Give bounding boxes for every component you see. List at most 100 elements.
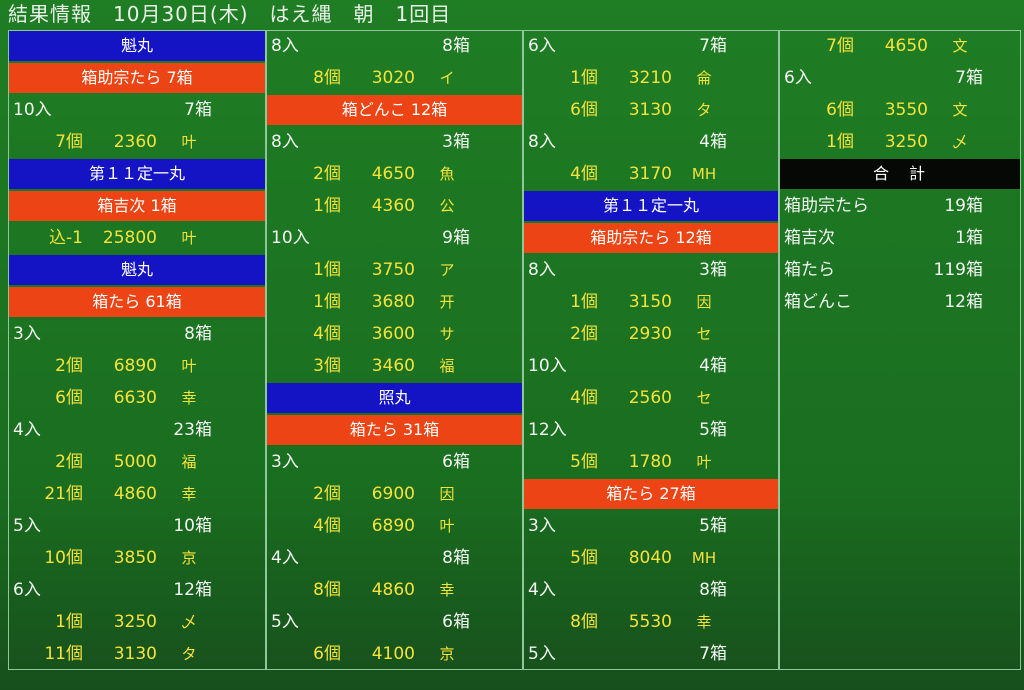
piece-count: 7個 — [826, 36, 854, 56]
size-label: 8入 — [271, 132, 299, 152]
box-count: 4箱 — [699, 132, 727, 152]
price: 6630 — [113, 388, 157, 408]
box-count: 23箱 — [173, 420, 212, 440]
total-boxes: 19箱 — [944, 196, 983, 216]
buyer-mark: 侖 — [696, 69, 712, 87]
price: 4860 — [113, 484, 157, 504]
size-label: 6入 — [784, 68, 812, 88]
price: 1780 — [628, 452, 672, 472]
price: 3020 — [371, 68, 415, 88]
lot-header: 箱どんこ 12箱 — [267, 95, 522, 125]
piece-count: 10個 — [44, 548, 83, 568]
box-count: 5箱 — [699, 516, 727, 536]
board-column: 8入 8箱 8個 3020 イ箱どんこ 12箱 8入 3箱 2個 4650 魚 1個 4360 公 10入… — [266, 30, 523, 670]
price: 2930 — [628, 324, 672, 344]
size-label: 4入 — [528, 580, 556, 600]
price: 3130 — [113, 644, 157, 664]
size-label: 8入 — [528, 260, 556, 280]
buyer-mark: 京 — [181, 549, 197, 567]
buyer-mark: 幸 — [439, 581, 455, 599]
totals-header: 合 計 — [780, 159, 1020, 189]
price: 2560 — [628, 388, 672, 408]
buyer-mark: 叶 — [696, 453, 712, 471]
piece-count: 6個 — [55, 388, 83, 408]
price: 5000 — [113, 452, 157, 472]
board-column: 6入 7箱 1個 3210 侖 6個 3130 タ 8入 4箱 4個 3170 MH 第１１定一丸 箱助宗た… — [523, 30, 779, 670]
price: 25800 — [102, 228, 157, 248]
buyer-mark: 乄 — [952, 133, 968, 151]
piece-count: 6個 — [826, 100, 854, 120]
buyer-mark: 魚 — [439, 165, 455, 183]
vessel-name: 照丸 — [267, 383, 522, 413]
box-count: 8箱 — [442, 548, 470, 568]
piece-count: 4個 — [570, 388, 598, 408]
price: 6900 — [371, 484, 415, 504]
price: 3550 — [884, 100, 928, 120]
lot-header: 箱たら 27箱 — [524, 479, 778, 509]
piece-count: 2個 — [313, 164, 341, 184]
buyer-mark: 京 — [439, 645, 455, 663]
board-title: 結果情報 10月30日(木) はえ縄 朝 1回目 — [8, 2, 452, 26]
price: 3750 — [371, 260, 415, 280]
buyer-mark: ア — [439, 261, 455, 279]
vessel-name: 魁丸 — [9, 31, 265, 61]
box-count: 8箱 — [699, 580, 727, 600]
buyer-mark: 文 — [952, 101, 968, 119]
size-label: 5入 — [13, 516, 41, 536]
piece-count: 2個 — [313, 484, 341, 504]
buyer-mark: 叶 — [181, 357, 197, 375]
buyer-mark: 叶 — [181, 133, 197, 151]
price: 5530 — [628, 612, 672, 632]
box-count: 9箱 — [442, 228, 470, 248]
size-label: 10入 — [13, 100, 52, 120]
box-count: 12箱 — [173, 580, 212, 600]
box-count: 3箱 — [699, 260, 727, 280]
price: 8040 — [628, 548, 672, 568]
piece-count: 4個 — [570, 164, 598, 184]
buyer-mark: セ — [696, 389, 712, 407]
size-label: 6入 — [13, 580, 41, 600]
size-label: 3入 — [13, 324, 41, 344]
price: 3210 — [628, 68, 672, 88]
size-label: 12入 — [528, 420, 567, 440]
box-count: 6箱 — [442, 612, 470, 632]
price: 3250 — [884, 132, 928, 152]
piece-count: 4個 — [313, 324, 341, 344]
piece-count: 1個 — [570, 68, 598, 88]
box-count: 6箱 — [442, 452, 470, 472]
buyer-mark: 叶 — [439, 517, 455, 535]
box-count: 10箱 — [173, 516, 212, 536]
size-label: 8入 — [271, 36, 299, 56]
price: 6890 — [371, 516, 415, 536]
buyer-mark: 因 — [439, 485, 455, 503]
piece-count: 8個 — [313, 68, 341, 88]
buyer-mark: 幸 — [181, 485, 197, 503]
size-label: 3入 — [271, 452, 299, 472]
piece-count: 1個 — [55, 612, 83, 632]
buyer-mark: 因 — [696, 293, 712, 311]
lot-header: 箱助宗たら 12箱 — [524, 223, 778, 253]
price: 4650 — [884, 36, 928, 56]
piece-count: 7個 — [55, 132, 83, 152]
box-count: 7箱 — [184, 100, 212, 120]
price: 4360 — [371, 196, 415, 216]
size-label: 5入 — [528, 644, 556, 664]
size-label: 3入 — [528, 516, 556, 536]
piece-count: 3個 — [313, 356, 341, 376]
buyer-mark: 幸 — [181, 389, 197, 407]
lot-header: 箱たら 61箱 — [9, 287, 265, 317]
piece-count: 21個 — [44, 484, 83, 504]
buyer-mark: 文 — [952, 37, 968, 55]
box-count: 8箱 — [184, 324, 212, 344]
size-label: 8入 — [528, 132, 556, 152]
size-label: 4入 — [271, 548, 299, 568]
total-item: 箱助宗たら — [784, 196, 869, 216]
price: 4860 — [371, 580, 415, 600]
size-label: 10入 — [271, 228, 310, 248]
buyer-mark: 乄 — [181, 613, 197, 631]
price: 3460 — [371, 356, 415, 376]
piece-count: 8個 — [570, 612, 598, 632]
price: 3130 — [628, 100, 672, 120]
board-column: 7個 4650 文 6入 7箱 6個 3550 文 1個 3250 乄合 計箱助宗たら 19箱 箱吉次 1… — [779, 30, 1021, 670]
box-count: 7箱 — [955, 68, 983, 88]
